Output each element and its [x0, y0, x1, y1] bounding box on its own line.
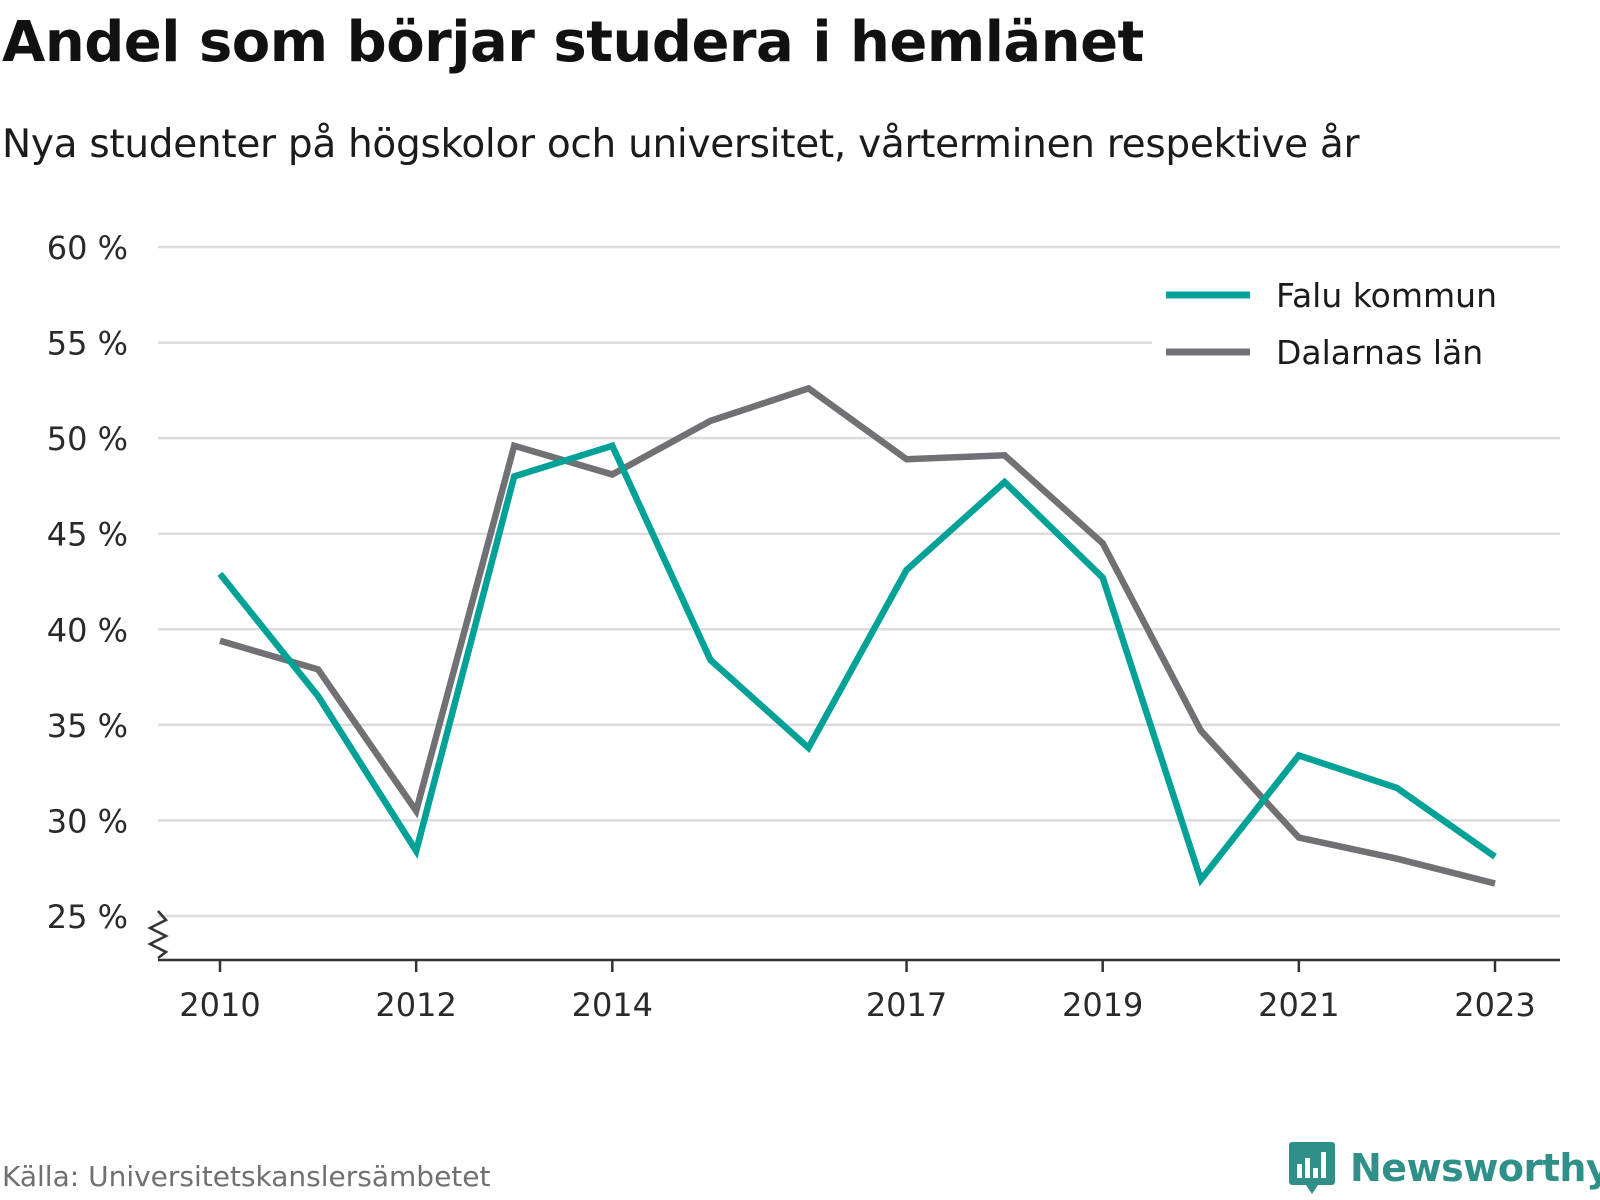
x-tick-label: 2010 [179, 986, 260, 1024]
series-line-falu-kommun [217, 441, 1497, 887]
y-tick-label: 50 % [47, 420, 128, 458]
source-note: Källa: Universitetskanslersämbetet [2, 1160, 491, 1193]
y-tick-label: 40 % [47, 611, 128, 649]
zigzag-break-icon [147, 910, 169, 959]
series-line-dalarnas-lan [219, 384, 1496, 887]
legend-label: Dalarnas län [1276, 333, 1483, 372]
legend-label: Falu kommun [1276, 276, 1497, 315]
y-tick-label: 30 % [47, 802, 128, 840]
bar-chart-speech-bubble-icon [1289, 1142, 1335, 1194]
legend: Falu kommun Dalarnas län [1152, 262, 1560, 382]
legend-background [1152, 262, 1560, 382]
x-tick-label: 2021 [1258, 986, 1339, 1024]
y-tick-label: 60 % [47, 229, 128, 267]
x-tick-label: 2023 [1454, 986, 1535, 1024]
y-tick-label: 55 % [47, 325, 128, 363]
axes: 25 % 30 % 35 % 40 % 45 % 50 % 55 % 60 % 2010 2012… [47, 229, 1560, 1024]
y-tick-label: 45 % [47, 516, 128, 554]
x-tick-label: 2017 [866, 986, 947, 1024]
chart-subtitle: Nya studenter på högskolor och universit… [2, 122, 1360, 167]
x-tick-label: 2012 [375, 986, 456, 1024]
x-tick-label: 2014 [572, 986, 653, 1024]
series-lines [217, 384, 1497, 887]
chart-title: Andel som börjar studera i hemlänet [2, 10, 1144, 75]
brand-name: Newsworthy [1350, 1146, 1600, 1190]
brand-logo[interactable]: Newsworthy [1288, 1140, 1600, 1196]
y-tick-label: 25 % [47, 898, 128, 936]
x-tick-label: 2019 [1062, 986, 1143, 1024]
y-tick-label: 35 % [47, 707, 128, 745]
